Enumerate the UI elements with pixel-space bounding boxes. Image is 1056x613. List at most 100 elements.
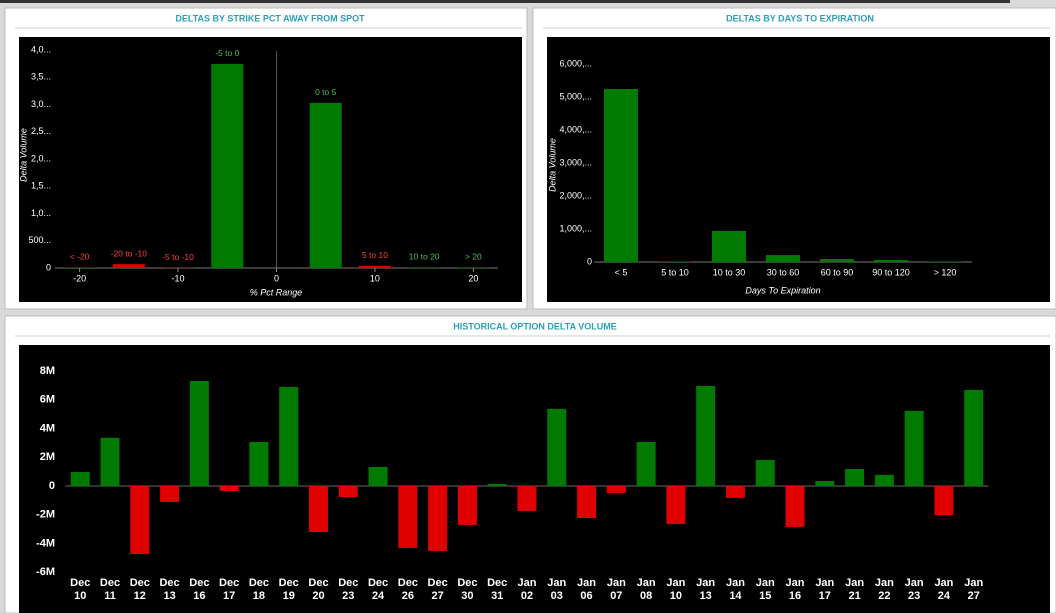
x-tick-label: Dec 23 <box>338 577 359 602</box>
bar <box>63 267 96 268</box>
bar <box>904 410 924 486</box>
bar <box>368 466 388 486</box>
x-tick-label: Dec 27 <box>427 577 448 602</box>
bar <box>100 437 120 486</box>
y-tick-label: 500... <box>28 235 51 245</box>
y-tick-label: 2,5... <box>31 126 51 136</box>
y-tick-label: 8M <box>40 365 55 377</box>
x-tick-label: > 120 <box>934 267 957 277</box>
y-tick-label: 4,0... <box>31 44 51 54</box>
chart-title: DELTAS BY STRIKE PCT AWAY FROM SPOT <box>175 13 365 23</box>
x-tick-label: Jan 03 <box>547 577 567 602</box>
bar <box>487 483 507 486</box>
bar <box>755 459 775 486</box>
x-tick-label: Dec 31 <box>487 577 508 602</box>
x-tick-label: Jan 15 <box>755 577 775 602</box>
x-tick-label: Jan 06 <box>577 577 597 602</box>
x-tick-label: 30 to 60 <box>767 267 800 277</box>
y-tick-label: 1,5... <box>31 181 51 191</box>
x-tick-label: -20 <box>73 273 86 283</box>
bar <box>249 441 269 486</box>
bar <box>338 485 358 498</box>
bar <box>696 385 716 486</box>
y-tick-label: 2,0... <box>31 153 51 163</box>
bar-label: 10 to 20 <box>409 252 440 262</box>
bar <box>547 408 567 486</box>
bar <box>457 485 477 525</box>
x-tick-label: Dec 18 <box>248 577 270 602</box>
x-axis-label: Days To Expiration <box>745 285 820 295</box>
x-tick-label: 90 to 120 <box>872 267 910 277</box>
bar <box>517 485 537 511</box>
bar-label: < -20 <box>70 252 90 262</box>
y-tick-label: 1,0... <box>31 208 51 218</box>
bar <box>934 485 954 515</box>
x-tick-label: Jan 13 <box>696 577 716 602</box>
y-tick-label: 3,0... <box>31 99 51 109</box>
x-tick-label: Jan 22 <box>874 577 894 602</box>
bar <box>820 259 854 262</box>
bar <box>130 485 150 554</box>
bar-label: 0 to 5 <box>315 87 337 97</box>
x-tick-label: Jan 14 <box>725 577 745 602</box>
bar-label: 5 to 10 <box>362 250 388 260</box>
y-tick-label: 2M <box>40 451 55 463</box>
bar <box>815 480 835 486</box>
x-tick-label: Jan 08 <box>636 577 656 602</box>
x-tick-label: Jan 07 <box>606 577 626 602</box>
bar <box>398 485 418 548</box>
bar-label: -20 to -10 <box>111 248 148 258</box>
y-tick-label: -6M <box>36 566 55 578</box>
x-tick-label: Dec 12 <box>129 577 150 602</box>
bar <box>785 485 805 527</box>
bar <box>358 265 391 268</box>
x-tick-label: Jan 27 <box>964 577 984 602</box>
y-tick-label: 0 <box>587 256 592 266</box>
y-tick-label: 5,000,... <box>559 91 592 101</box>
bar <box>725 485 745 498</box>
x-tick-label: < 5 <box>615 267 628 277</box>
y-tick-label: 6M <box>40 394 55 406</box>
y-axis-label: Delta Volume <box>547 138 557 192</box>
x-tick-label: Dec 24 <box>367 577 389 602</box>
x-tick-label: Jan 16 <box>785 577 805 602</box>
bar <box>112 264 145 268</box>
bar <box>766 255 800 262</box>
x-tick-label: Dec 16 <box>189 577 210 602</box>
bar <box>606 485 626 494</box>
x-tick-label: 0 <box>274 273 279 283</box>
bar <box>70 472 90 486</box>
bar <box>189 381 209 486</box>
bar <box>279 386 299 486</box>
bar <box>457 267 490 268</box>
y-tick-label: 0 <box>46 262 51 272</box>
bar <box>577 485 597 519</box>
bar <box>160 485 180 502</box>
y-tick-label: 0 <box>49 480 55 492</box>
bar <box>666 485 686 524</box>
x-tick-label: 10 <box>370 273 380 283</box>
x-tick-label: Jan 10 <box>666 577 686 602</box>
x-tick-label: Jan 24 <box>934 577 954 602</box>
y-tick-label: 2,000,... <box>559 190 592 200</box>
x-tick-label: Dec 20 <box>308 577 329 602</box>
bar <box>309 102 342 268</box>
x-tick-label: Jan 17 <box>815 577 835 602</box>
y-tick-label: 4M <box>40 422 55 434</box>
bar <box>845 469 865 486</box>
bar <box>408 267 441 268</box>
y-tick-label: -2M <box>36 509 55 521</box>
x-tick-label: Dec 13 <box>159 577 180 602</box>
x-tick-label: Jan 21 <box>845 577 865 602</box>
bar <box>219 485 239 491</box>
y-tick-label: 6,000,... <box>559 58 592 68</box>
y-tick-label: 3,000,... <box>559 157 592 167</box>
plot-area <box>19 37 522 302</box>
top-bar <box>0 0 1010 3</box>
bar-label: > 20 <box>465 252 482 262</box>
plot-area <box>19 345 1050 613</box>
x-tick-label: Jan 02 <box>517 577 537 602</box>
x-tick-label: Dec 10 <box>70 577 91 602</box>
